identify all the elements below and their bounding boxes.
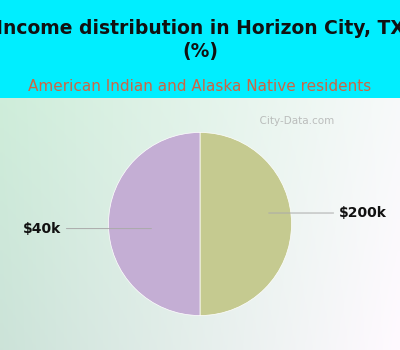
Text: Income distribution in Horizon City, TX
(%): Income distribution in Horizon City, TX …	[0, 19, 400, 61]
Text: $40k: $40k	[23, 222, 152, 236]
Text: City-Data.com: City-Data.com	[253, 116, 334, 126]
Text: $200k: $200k	[269, 206, 387, 220]
Wedge shape	[108, 132, 200, 316]
Wedge shape	[200, 132, 292, 316]
Text: American Indian and Alaska Native residents: American Indian and Alaska Native reside…	[28, 79, 372, 93]
